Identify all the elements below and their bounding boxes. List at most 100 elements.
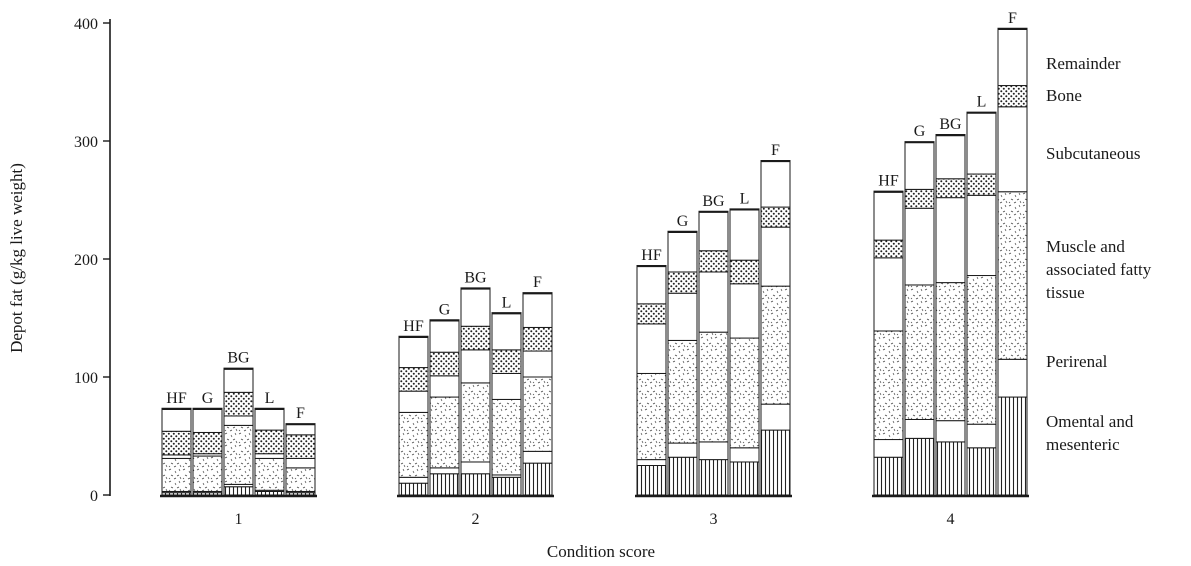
bar-segment [429, 473, 460, 496]
bar-segment [935, 441, 966, 496]
bar-segment [491, 476, 522, 496]
bar-segment [904, 188, 935, 209]
bar-segment [636, 303, 667, 325]
bar-segment [285, 434, 316, 459]
bar-segment [285, 423, 316, 436]
bar-segment [873, 330, 904, 441]
bar-segment [667, 442, 698, 458]
bar-label: HF [403, 318, 424, 335]
bar-segment [966, 173, 997, 196]
bar-segment [997, 106, 1028, 193]
bar-segment [966, 112, 997, 175]
bar-segment [636, 265, 667, 305]
bar-segment [997, 28, 1028, 87]
stacked-bar: HF [161, 390, 192, 496]
bar-segment [398, 411, 429, 478]
bar-label: BG [702, 193, 725, 210]
bar-label: G [914, 123, 926, 140]
bar-segment [254, 453, 285, 459]
bar-segment [522, 376, 553, 452]
bar-segment [904, 418, 935, 439]
bar-segment [729, 283, 760, 339]
bar-segment [729, 259, 760, 285]
bar-segment [223, 486, 254, 496]
stacked-bar: F [997, 10, 1028, 496]
bar-label: F [1008, 10, 1017, 27]
bar-label: G [677, 213, 689, 230]
bar-segment [760, 285, 791, 405]
bar-label: BG [227, 350, 250, 367]
bar-label: F [533, 274, 542, 291]
stacked-bar: BG [935, 116, 966, 496]
bar-label: HF [878, 173, 899, 190]
bar-segment [935, 178, 966, 199]
legend-label: Perirenal [1046, 352, 1108, 371]
bar-segment [698, 441, 729, 461]
bar-segment [491, 312, 522, 351]
legend-label: Muscle and associated fatty tissue [1046, 237, 1152, 302]
bar-segment [636, 372, 667, 461]
y-tick-label: 300 [74, 134, 98, 151]
bar-segment [698, 271, 729, 333]
bar-label: F [771, 142, 780, 159]
bar-segment [873, 456, 904, 496]
bar-segment [522, 350, 553, 378]
legend-label: Bone [1046, 86, 1082, 105]
bar-segment [491, 398, 522, 476]
bar-segment [429, 319, 460, 353]
bar-segment [636, 323, 667, 374]
bar-segment [429, 396, 460, 469]
x-tick-label: 4 [947, 511, 955, 528]
bar-label: HF [166, 390, 187, 407]
bar-segment [460, 473, 491, 496]
y-tick-label: 200 [74, 252, 98, 269]
bar-segment [760, 206, 791, 228]
legend-label: Remainder [1046, 54, 1121, 73]
bar-segment [254, 429, 285, 455]
bar-segment [729, 337, 760, 449]
bar-segment [997, 396, 1028, 496]
bar-segment [667, 231, 698, 273]
bar-segment [698, 459, 729, 496]
bar-segment [192, 431, 223, 455]
stacked-bar: L [491, 294, 522, 496]
bar-segment [729, 208, 760, 261]
bar-segment [161, 457, 192, 492]
bar-group-1: HF G BG L F [161, 350, 316, 496]
bar-segment [997, 191, 1028, 360]
bar-segment [460, 461, 491, 475]
bar-segment [491, 349, 522, 374]
bar-segment [873, 439, 904, 458]
bar-segment [398, 367, 429, 392]
bar-segment [966, 275, 997, 425]
bar-group-4: HF G BG L F [873, 10, 1028, 496]
bar-segment [429, 351, 460, 377]
bar-segment [904, 207, 935, 286]
stacked-bar: HF [636, 247, 667, 496]
stacked-bar: G [192, 390, 223, 496]
bar-segment [254, 490, 285, 496]
y-tick-label: 0 [90, 488, 98, 505]
bar-segment [935, 134, 966, 180]
bar-segment [223, 391, 254, 417]
stacked-bar: L [729, 190, 760, 496]
stacked-bar: G [904, 123, 935, 496]
bar-segment [398, 336, 429, 369]
bar-segment [460, 325, 491, 351]
x-tick-label: 2 [472, 511, 480, 528]
bar-segment [966, 194, 997, 277]
bar-label: L [740, 190, 750, 207]
bar-segment [398, 390, 429, 413]
bar-segment [873, 257, 904, 332]
bar-group-3: HF G BG L F [636, 142, 791, 496]
stacked-bar: G [429, 301, 460, 496]
bar-segment [429, 375, 460, 398]
bar-segment [398, 476, 429, 484]
bar-segment [522, 326, 553, 352]
bar-segment [873, 191, 904, 241]
stacked-bar: HF [398, 318, 429, 496]
bar-label: L [502, 294, 512, 311]
bar-label: HF [641, 247, 662, 264]
bar-segment [729, 461, 760, 496]
x-axis: 1 2 3 4 [160, 494, 1029, 528]
